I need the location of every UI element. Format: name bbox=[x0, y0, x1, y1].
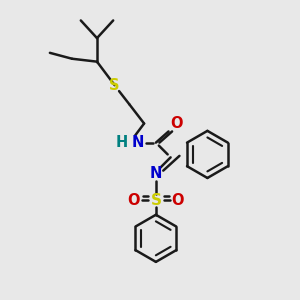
Text: O: O bbox=[128, 193, 140, 208]
Text: N: N bbox=[150, 166, 162, 181]
Text: S: S bbox=[150, 193, 161, 208]
Text: H: H bbox=[116, 135, 128, 150]
Text: N: N bbox=[132, 135, 144, 150]
Text: S: S bbox=[110, 78, 120, 93]
Text: O: O bbox=[170, 116, 183, 131]
Text: O: O bbox=[172, 193, 184, 208]
